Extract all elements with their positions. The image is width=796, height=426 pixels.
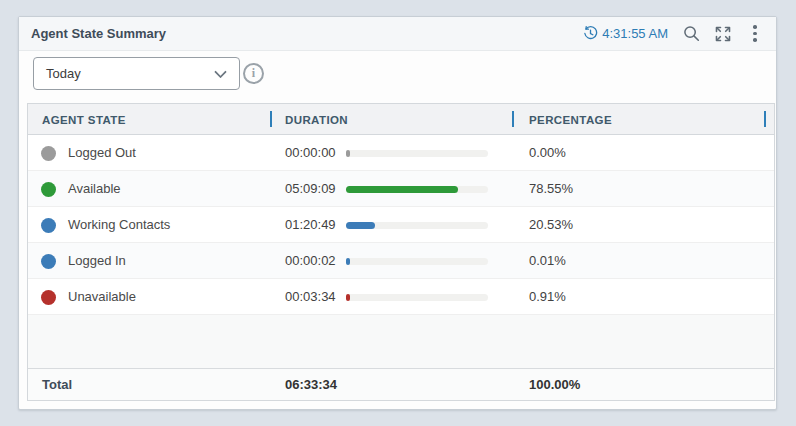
duration-bar-track: [346, 186, 488, 193]
percentage-value: 0.01%: [529, 243, 566, 278]
table-total-row: Total 06:33:34 100.00%: [28, 368, 774, 400]
total-percentage: 100.00%: [529, 369, 580, 400]
table-row[interactable]: Working Contacts 01:20:49 20.53%: [28, 207, 774, 243]
state-color-dot: [41, 254, 56, 269]
state-color-dot: [41, 218, 56, 233]
agent-state-summary-widget: Agent State Summary 4:31:55 AM: [18, 16, 777, 410]
agent-state-table: AGENT STATE DURATION PERCENTAGE Logged O…: [27, 103, 775, 401]
duration-value: 05:09:09: [285, 171, 336, 206]
column-separator: [764, 111, 766, 127]
percentage-value: 78.55%: [529, 171, 573, 206]
column-separator: [270, 111, 272, 127]
duration-bar-fill: [346, 294, 350, 301]
total-label: Total: [42, 369, 72, 400]
filter-row: Today i: [19, 51, 776, 103]
table-body: Logged Out 00:00:00 0.00% Available 05:09:09…: [28, 135, 774, 315]
kebab-menu-icon[interactable]: [746, 25, 764, 43]
state-color-dot: [41, 146, 56, 161]
state-color-dot: [41, 182, 56, 197]
date-range-dropdown[interactable]: Today: [33, 57, 240, 90]
info-icon[interactable]: i: [243, 63, 264, 84]
duration-bar-fill: [346, 150, 350, 157]
date-range-selected: Today: [46, 66, 81, 81]
state-name: Working Contacts: [68, 207, 170, 243]
percentage-value: 0.00%: [529, 135, 566, 170]
column-header-percentage[interactable]: PERCENTAGE: [529, 104, 612, 135]
duration-value: 00:00:02: [285, 243, 336, 278]
state-name: Logged Out: [68, 135, 136, 171]
table-row[interactable]: Unavailable 00:03:34 0.91%: [28, 279, 774, 315]
search-icon[interactable]: [682, 25, 700, 43]
table-row[interactable]: Available 05:09:09 78.55%: [28, 171, 774, 207]
column-header-agent-state[interactable]: AGENT STATE: [42, 104, 126, 135]
state-name: Logged In: [68, 243, 126, 279]
table-header-row: AGENT STATE DURATION PERCENTAGE: [28, 104, 774, 135]
widget-titlebar: Agent State Summary 4:31:55 AM: [19, 17, 776, 51]
table-row[interactable]: Logged Out 00:00:00 0.00%: [28, 135, 774, 171]
duration-bar-fill: [346, 222, 375, 229]
duration-bar-track: [346, 150, 488, 157]
column-header-duration[interactable]: DURATION: [285, 104, 348, 135]
duration-bar-fill: [346, 258, 350, 265]
duration-bar-fill: [346, 186, 458, 193]
duration-value: 01:20:49: [285, 207, 336, 242]
state-name: Available: [68, 171, 121, 207]
percentage-value: 20.53%: [529, 207, 573, 242]
chevron-down-icon: [214, 65, 227, 83]
refresh-time-icon: [581, 25, 599, 43]
duration-bar-track: [346, 222, 488, 229]
titlebar-actions: 4:31:55 AM: [581, 25, 764, 43]
duration-bar-track: [346, 294, 488, 301]
column-separator: [512, 111, 514, 127]
last-refresh-group: 4:31:55 AM: [581, 25, 668, 43]
duration-value: 00:00:00: [285, 135, 336, 170]
state-color-dot: [41, 290, 56, 305]
table-empty-space: [28, 315, 774, 368]
duration-value: 00:03:34: [285, 279, 336, 314]
table-row[interactable]: Logged In 00:00:02 0.01%: [28, 243, 774, 279]
expand-icon[interactable]: [714, 25, 732, 43]
widget-title: Agent State Summary: [31, 26, 166, 41]
last-refresh-time: 4:31:55 AM: [602, 26, 668, 41]
duration-bar-track: [346, 258, 488, 265]
state-name: Unavailable: [68, 279, 136, 315]
total-duration: 06:33:34: [285, 369, 337, 400]
percentage-value: 0.91%: [529, 279, 566, 314]
